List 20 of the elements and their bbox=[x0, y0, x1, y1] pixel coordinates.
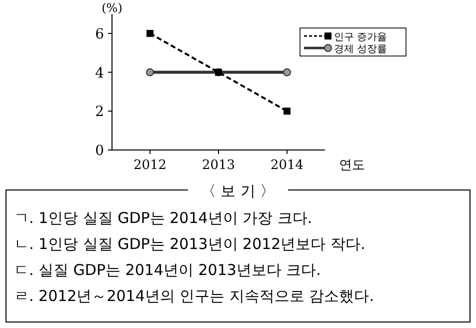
text: ㄱ. 1인당 실질 GDP는 2014년이 가장 크다. bbox=[14, 209, 312, 227]
point bbox=[146, 30, 154, 37]
y-tick-label: 6 bbox=[95, 26, 104, 42]
y-tick-label: 2 bbox=[95, 104, 104, 120]
x-tick-label: 2012 bbox=[133, 158, 167, 173]
legend-label: 경제 성장률 bbox=[334, 44, 388, 55]
point bbox=[283, 68, 291, 76]
text: ㄴ. 1인당 실질 GDP는 2013년이 2012년보다 작다. bbox=[14, 235, 366, 253]
x-tick-label: 2014 bbox=[270, 158, 304, 173]
x-axis-title: 연도 bbox=[339, 158, 365, 173]
point bbox=[284, 108, 290, 115]
text: ㄷ. 실질 GDP는 2014년이 2013년보다 크다. bbox=[14, 261, 321, 279]
y-tick-label: 0 bbox=[95, 143, 104, 159]
point bbox=[146, 68, 154, 76]
y-axis-title: (%) bbox=[102, 1, 122, 15]
y-tick-label: 4 bbox=[95, 65, 104, 82]
text: 〈 보 기 〉 bbox=[200, 182, 276, 200]
text: ㄹ. 2012년～2014년의 인구는 지속적으로 감소했다. bbox=[14, 287, 374, 305]
x-tick-label: 2013 bbox=[202, 158, 236, 173]
legend-label: 인구 증가율 bbox=[334, 32, 388, 43]
